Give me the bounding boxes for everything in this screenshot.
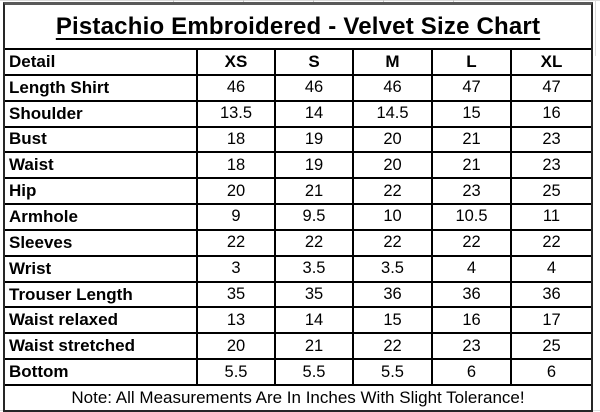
cell-value: 3.5 — [354, 256, 433, 283]
note-text: Note: All Measurements Are In Inches Wit… — [71, 388, 525, 408]
cell-value: 18 — [198, 127, 276, 154]
cell-value: 6 — [512, 360, 591, 386]
cell-value: 20 — [198, 334, 276, 361]
cell-value: 25 — [512, 179, 591, 206]
cell-value: 22 — [354, 230, 433, 257]
column-header-m: M — [354, 50, 433, 76]
cell-value: 21 — [433, 127, 512, 154]
cell-value: 10 — [354, 205, 433, 231]
cell-value: 35 — [198, 282, 276, 309]
cell-value: 19 — [276, 153, 354, 180]
column-header-xs: XS — [198, 50, 276, 76]
cell-value: 11 — [512, 205, 591, 231]
row-label: Shoulder — [5, 101, 198, 128]
spreadsheet-gridline-tick — [383, 0, 384, 3]
row-label: Sleeves — [5, 230, 198, 257]
row-label: Bust — [5, 127, 198, 154]
cell-value: 14 — [276, 308, 354, 335]
cell-value: 16 — [512, 102, 591, 128]
spreadsheet-gridline-tick — [453, 0, 454, 3]
cell-value: 10.5 — [433, 205, 512, 231]
row-label: Wrist — [5, 256, 198, 283]
row-label: Length Shirt — [5, 75, 198, 102]
cell-value: 23 — [512, 153, 591, 180]
size-chart-table: Pistachio Embroidered - Velvet Size Char… — [3, 2, 593, 412]
spreadsheet-gridline-tick — [313, 0, 314, 3]
cell-value: 13.5 — [198, 101, 276, 128]
cell-value: 4 — [433, 256, 512, 283]
cell-value: 22 — [433, 230, 512, 257]
column-header-s: S — [276, 50, 354, 76]
cell-value: 36 — [354, 282, 433, 309]
cell-value: 46 — [276, 75, 354, 102]
column-header-l: L — [433, 50, 512, 76]
cell-value: 21 — [276, 179, 354, 206]
cell-value: 21 — [433, 153, 512, 180]
cell-value: 22 — [198, 230, 276, 257]
cell-value: 23 — [433, 179, 512, 206]
cell-value: 25 — [512, 334, 591, 361]
cell-value: 14.5 — [354, 101, 433, 128]
spreadsheet-gridline-right — [595, 0, 596, 56]
cell-value: 20 — [354, 127, 433, 154]
cell-value: 47 — [512, 76, 591, 102]
cell-value: 13 — [198, 308, 276, 335]
cell-value: 47 — [433, 75, 512, 102]
cell-value: 4 — [512, 257, 591, 283]
cell-value: 22 — [354, 334, 433, 361]
column-header-xl: XL — [512, 50, 591, 76]
cell-value: 20 — [354, 153, 433, 180]
cell-value: 22 — [354, 179, 433, 206]
cell-value: 22 — [276, 230, 354, 257]
row-label: Hip — [5, 179, 198, 206]
cell-value: 15 — [354, 308, 433, 335]
spreadsheet-gridline-tick — [173, 0, 174, 3]
cell-value: 14 — [276, 101, 354, 128]
row-label: Trouser Length — [5, 282, 198, 309]
cell-value: 23 — [433, 334, 512, 361]
row-label: Bottom — [5, 360, 198, 386]
row-label: Waist — [5, 153, 198, 180]
cell-value: 5.5 — [354, 360, 433, 386]
cell-value: 46 — [354, 75, 433, 102]
cell-value: 9.5 — [276, 205, 354, 231]
cell-value: 22 — [512, 231, 591, 257]
cell-value: 3.5 — [276, 256, 354, 283]
cell-value: 18 — [198, 153, 276, 180]
cell-value: 3 — [198, 256, 276, 283]
cell-value: 9 — [198, 205, 276, 231]
cell-value: 17 — [512, 308, 591, 335]
cell-value: 46 — [198, 75, 276, 102]
row-label: Waist relaxed — [5, 308, 198, 335]
cell-value: 6 — [433, 360, 512, 386]
chart-title-text: Pistachio Embroidered - Velvet Size Char… — [55, 12, 541, 40]
cell-value: 5.5 — [276, 360, 354, 386]
cell-value: 15 — [433, 101, 512, 128]
cell-value: 20 — [198, 179, 276, 206]
row-label: Waist stretched — [5, 334, 198, 361]
spreadsheet-gridline-tick — [243, 0, 244, 3]
row-label: Armhole — [5, 205, 198, 231]
cell-value: 23 — [512, 128, 591, 154]
cell-value: 19 — [276, 127, 354, 154]
cell-value: 35 — [276, 282, 354, 309]
column-header-detail: Detail — [5, 50, 198, 76]
cell-value: 16 — [433, 308, 512, 335]
cell-value: 5.5 — [198, 360, 276, 386]
spreadsheet-gridline-top — [0, 0, 600, 1]
cell-value: 21 — [276, 334, 354, 361]
cell-value: 36 — [512, 283, 591, 309]
chart-title: Pistachio Embroidered - Velvet Size Char… — [5, 5, 591, 50]
cell-value: 36 — [433, 282, 512, 309]
